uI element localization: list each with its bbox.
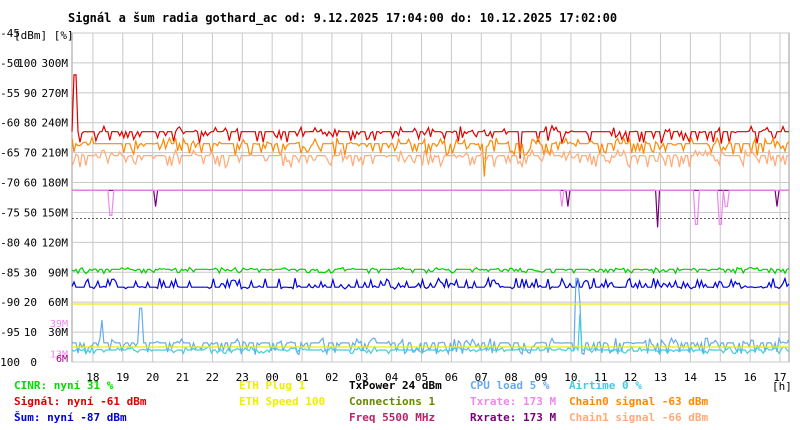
legend-item: Freq 5500 MHz xyxy=(349,411,435,424)
x-tick: 02 xyxy=(325,371,338,384)
y-tick-dbm: -100 xyxy=(0,356,20,369)
series-line xyxy=(71,74,789,159)
y-tick-dbm: -55 xyxy=(0,87,20,100)
x-tick: 10 xyxy=(564,371,577,384)
x-tick: 05 xyxy=(415,371,428,384)
y-tick-pct: 90 xyxy=(24,87,37,100)
x-tick: 12 xyxy=(624,371,637,384)
y-tick-rate: 180M xyxy=(42,177,69,190)
series-txrate xyxy=(72,189,789,225)
y-tick-rate: 150M xyxy=(42,206,69,219)
y-tick-dbm: -45 xyxy=(0,27,20,40)
series-line xyxy=(71,266,790,275)
legend-item: Airtime 0 % xyxy=(569,379,642,392)
x-tick: 22 xyxy=(206,371,219,384)
series-sign-l xyxy=(71,74,789,159)
legend-item: Rxrate: 173 M xyxy=(470,411,556,424)
y-tick-pct: 10 xyxy=(24,326,37,339)
x-tick: 07 xyxy=(475,371,488,384)
legend-item: ETH Speed 100 xyxy=(239,395,325,408)
legend-item: Txrate: 173 M xyxy=(470,395,556,408)
legend-item: Chain1 signal -66 dBm xyxy=(569,411,708,424)
x-tick: 01 xyxy=(295,371,308,384)
x-tick: 00 xyxy=(266,371,279,384)
x-tick: 13 xyxy=(654,371,667,384)
grid xyxy=(71,32,790,363)
y-tick-pct: 20 xyxy=(24,296,37,309)
legend-item: Signál: nyní -61 dBm xyxy=(14,395,147,408)
y-axis-label: [dBm] [%] xyxy=(14,29,74,42)
x-tick: 06 xyxy=(445,371,458,384)
legend-item: ETH Plug 1 xyxy=(239,379,306,392)
x-tick: 20 xyxy=(146,371,159,384)
x-tick: 08 xyxy=(505,371,518,384)
x-ticks: 18 19 20 21 22 23 00 01 02 03 04 05 06 07 08 09 10 11 12 13… xyxy=(86,371,786,384)
y-tick-pct: 100 xyxy=(17,57,37,70)
x-tick: 16 xyxy=(744,371,757,384)
y-tick-rate: 90M xyxy=(48,266,68,279)
series-airtime xyxy=(71,314,790,355)
legend-item: TxPower 24 dBm xyxy=(349,379,442,392)
legend-item: CINR: nyní 31 % xyxy=(14,379,114,392)
x-tick: 11 xyxy=(594,371,607,384)
series-line xyxy=(71,314,790,355)
y-tick-dbm: -50 xyxy=(0,57,20,70)
y-tick-pct: 30 xyxy=(24,266,37,279)
legend-item: Chain0 signal -63 dBm xyxy=(569,395,708,408)
x-tick: 09 xyxy=(534,371,547,384)
y-tick-rate: 30M xyxy=(48,326,68,339)
y-tick-pct: 80 xyxy=(24,117,37,130)
y-tick-dbm: -60 xyxy=(0,117,20,130)
y-tick-pct: 70 xyxy=(24,147,37,160)
colored-tick: 39M xyxy=(50,319,68,330)
y-tick-rate: 240M xyxy=(42,117,69,130)
series--um xyxy=(71,276,790,291)
y-tick-rate: 120M xyxy=(42,236,69,249)
series-line xyxy=(71,276,790,291)
plot-area xyxy=(71,74,790,356)
x-tick: 14 xyxy=(684,371,698,384)
y-tick-dbm: -70 xyxy=(0,177,20,190)
y-tick-pct: 50 xyxy=(24,206,37,219)
legend-item: CPU load 5 % xyxy=(470,379,550,392)
y-tick-rate: 60M xyxy=(48,296,68,309)
x-tick: 15 xyxy=(714,371,727,384)
x-tick: 19 xyxy=(116,371,129,384)
x-tick: 21 xyxy=(176,371,189,384)
y-tick-rate: 300M xyxy=(42,57,69,70)
legend-item: Šum: nyní -87 dBm xyxy=(14,411,127,424)
x-tick: 17 xyxy=(773,371,786,384)
y-tick-pct: 0 xyxy=(30,356,37,369)
legend: CINR: nyní 31 % Signál: nyní -61 dBm Šum: … xyxy=(14,379,708,424)
y-tick-dbm: -85 xyxy=(0,266,20,279)
x-tick: 18 xyxy=(86,371,99,384)
y-tick-dbm: -75 xyxy=(0,206,20,219)
y-tick-dbm: -90 xyxy=(0,296,20,309)
series-line xyxy=(72,189,789,225)
colored-tick: 13M xyxy=(50,350,68,361)
x-axis-label: [h] xyxy=(772,380,792,393)
x-tick: 23 xyxy=(236,371,249,384)
series-chain0-signal xyxy=(71,135,790,177)
y-tick-rate: 270M xyxy=(42,87,69,100)
plot-frame xyxy=(71,32,790,363)
x-tick: 04 xyxy=(385,371,399,384)
y-tick-dbm: -65 xyxy=(0,147,20,160)
series-line xyxy=(71,135,790,177)
series-chain1-signal xyxy=(71,147,789,170)
y-tick-dbm: -80 xyxy=(0,236,20,249)
chart-title: Signál a šum radia gothard_ac od: 9.12.2… xyxy=(68,11,617,26)
y-tick-pct: 40 xyxy=(24,236,37,249)
y-tick-dbm: -95 xyxy=(0,326,20,339)
x-tick: 03 xyxy=(355,371,368,384)
series-cinr xyxy=(71,266,790,275)
legend-item: Connections 1 xyxy=(349,395,435,408)
y-tick-rate: 210M xyxy=(42,147,69,160)
y-tick-pct: 60 xyxy=(24,177,37,190)
series-line xyxy=(71,147,789,170)
colored-tick: 6M xyxy=(56,354,68,365)
